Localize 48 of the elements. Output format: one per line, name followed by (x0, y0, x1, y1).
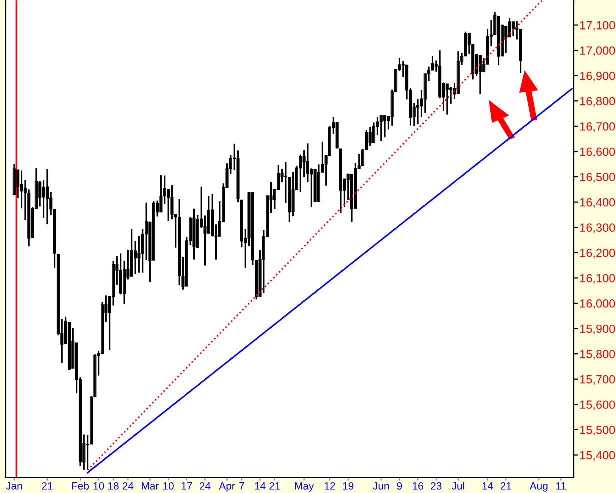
x-tick-label: 21 (500, 482, 512, 490)
candlestick (336, 122, 339, 150)
y-tick-label: 16,300 (580, 224, 616, 234)
x-tick-label: 18 (108, 482, 119, 490)
y-tick-label: 17,000 (580, 46, 616, 56)
y-tick-label: 16,700 (580, 122, 616, 132)
y-tick-label: 15,400 (580, 451, 616, 462)
x-tick-label: 17 (182, 482, 192, 490)
y-tick-label: 15,800 (580, 350, 616, 360)
y-tick-label: 15,600 (580, 400, 616, 410)
x-tick-label: Jan (6, 482, 22, 490)
y-tick-label: 15,700 (580, 375, 616, 386)
x-tick-label: Jun (373, 482, 390, 490)
x-tick-label: 21 (270, 482, 280, 490)
x-tick-label: Jul (452, 482, 464, 490)
x-tick-label: 14 (255, 482, 266, 490)
y-tick-label: 17,100 (580, 21, 616, 32)
y-tick-label: 15,900 (580, 324, 616, 335)
y-tick-label: 16,500 (580, 173, 616, 183)
x-tick-label: 14 (482, 482, 494, 490)
y-tick-label: 16,600 (580, 148, 616, 158)
candlestick (314, 168, 317, 204)
line-series (87, 88, 573, 474)
x-tick-label: 11 (556, 482, 566, 490)
x-tick-label: 24 (122, 482, 134, 490)
y-tick-label: 16,400 (580, 198, 616, 208)
x-tick-label: 23 (431, 482, 442, 490)
y-tick-label: 15,500 (580, 426, 616, 436)
x-tick-label: Feb (72, 482, 90, 490)
x-tick-label: 10 (94, 482, 104, 490)
y-tick-label: 16,100 (580, 274, 616, 284)
x-tick-label: 9 (397, 482, 402, 490)
x-tick-label: 21 (42, 482, 53, 490)
x-tick-label: 19 (343, 482, 354, 490)
y-tick-label: 16,200 (580, 248, 616, 259)
x-tick-label: 7 (240, 482, 244, 490)
x-tick-label: Aug (530, 482, 548, 492)
x-tick-label: Apr (219, 482, 236, 492)
x-tick-label: May (295, 482, 314, 492)
y-tick-label: 16,800 (580, 97, 616, 107)
x-tick-label: 24 (200, 482, 211, 490)
x-tick-label: 16 (413, 482, 424, 490)
line-series (87, 0, 544, 472)
x-tick-label: 10 (164, 482, 174, 490)
y-tick-label: 16,000 (580, 300, 616, 310)
x-tick-label: 12 (324, 482, 336, 490)
y-tick-label: 16,900 (580, 72, 616, 82)
x-tick-label: Mar (142, 482, 159, 490)
